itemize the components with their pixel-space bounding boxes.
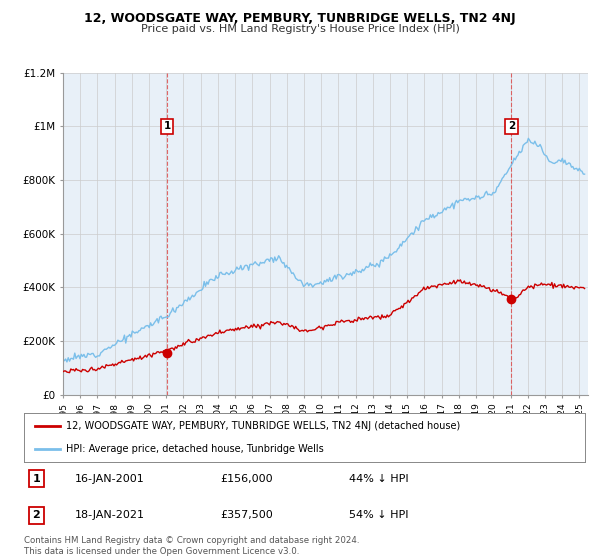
Text: 54% ↓ HPI: 54% ↓ HPI — [349, 510, 409, 520]
Text: Contains HM Land Registry data © Crown copyright and database right 2024.
This d: Contains HM Land Registry data © Crown c… — [24, 536, 359, 556]
Text: Price paid vs. HM Land Registry's House Price Index (HPI): Price paid vs. HM Land Registry's House … — [140, 24, 460, 34]
Text: HPI: Average price, detached house, Tunbridge Wells: HPI: Average price, detached house, Tunb… — [66, 444, 324, 454]
Text: 44% ↓ HPI: 44% ↓ HPI — [349, 474, 409, 484]
Text: £357,500: £357,500 — [220, 510, 273, 520]
Text: 16-JAN-2001: 16-JAN-2001 — [74, 474, 144, 484]
Text: 1: 1 — [32, 474, 40, 484]
Text: 2: 2 — [32, 510, 40, 520]
Text: 1: 1 — [164, 122, 171, 132]
Text: 12, WOODSGATE WAY, PEMBURY, TUNBRIDGE WELLS, TN2 4NJ: 12, WOODSGATE WAY, PEMBURY, TUNBRIDGE WE… — [84, 12, 516, 25]
Text: £156,000: £156,000 — [220, 474, 273, 484]
Text: 2: 2 — [508, 122, 515, 132]
Text: 12, WOODSGATE WAY, PEMBURY, TUNBRIDGE WELLS, TN2 4NJ (detached house): 12, WOODSGATE WAY, PEMBURY, TUNBRIDGE WE… — [66, 421, 460, 431]
Text: 18-JAN-2021: 18-JAN-2021 — [74, 510, 145, 520]
